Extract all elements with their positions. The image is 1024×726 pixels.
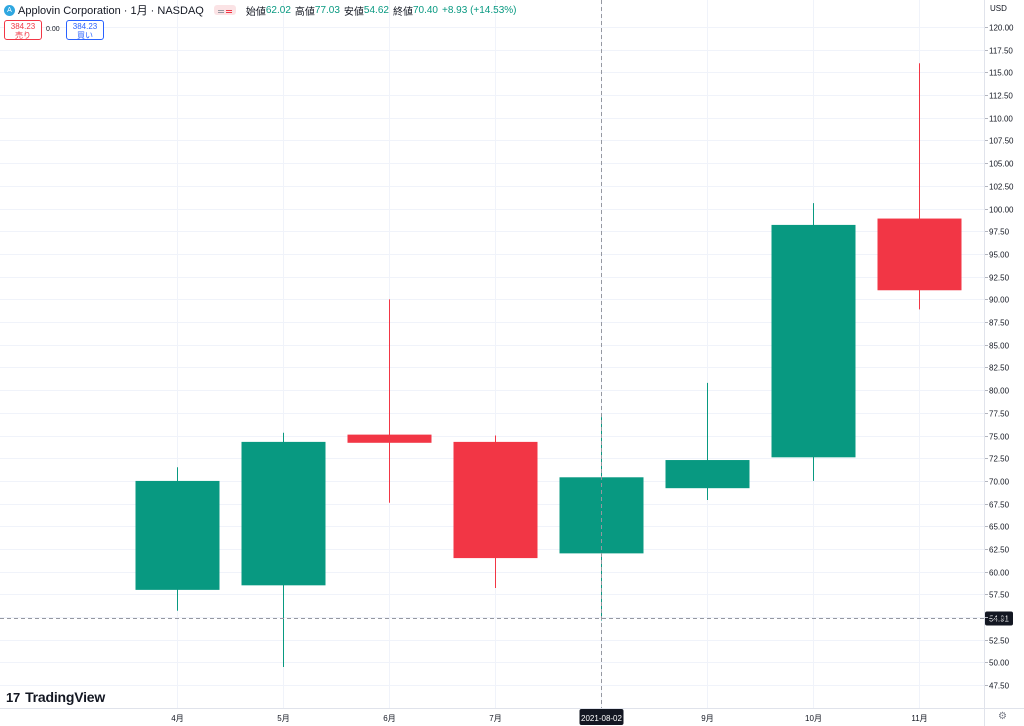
y-tick-label: 50.00 — [989, 659, 1010, 668]
candle — [877, 63, 962, 310]
y-tick-label: 97.50 — [989, 228, 1010, 237]
candle-body — [241, 441, 326, 586]
open-label: 始値 — [245, 6, 266, 18]
candle-body — [771, 224, 856, 458]
y-tick-label: 110.00 — [989, 115, 1013, 124]
crosshair-date-box — [579, 709, 624, 725]
crosshair-price-box — [985, 611, 1013, 626]
buy-label: 買い — [77, 31, 93, 40]
currency-label[interactable]: USD — [990, 4, 1007, 13]
y-tick-label: 55.00 — [989, 614, 1010, 623]
close-label: 終値 — [392, 6, 413, 18]
y-tick-label: 107.50 — [989, 137, 1014, 146]
y-tick-label: 77.50 — [989, 410, 1010, 419]
y-tick-label: 87.50 — [989, 319, 1010, 328]
y-tick-label: 90.00 — [989, 296, 1010, 305]
y-tick-label: 120.00 — [989, 24, 1014, 33]
candle — [665, 382, 750, 500]
y-tick-label: 60.00 — [989, 569, 1010, 578]
crosshair-price-label: 54.91 — [989, 615, 1010, 624]
low-value: 54.62 — [363, 4, 389, 16]
y-tick-label: 47.50 — [989, 682, 1010, 691]
y-tick-label: 67.50 — [989, 501, 1010, 510]
buy-price: 384.23 — [72, 22, 98, 31]
symbol-title[interactable]: Applovin Corporation · 1月 · NASDAQ — [18, 5, 204, 17]
sell-label: 売り — [15, 31, 31, 40]
y-tick-label: 85.00 — [989, 342, 1010, 351]
change-value: +8.93 (+14.53%) — [441, 4, 517, 16]
y-tick-label: 82.50 — [989, 364, 1010, 373]
candle — [135, 467, 220, 611]
x-tick-label: 9月 — [701, 714, 713, 723]
y-tick-label: 112.50 — [989, 92, 1013, 101]
gear-icon[interactable]: ⚙ — [998, 711, 1007, 722]
sell-button[interactable]: 384.23 売り — [4, 20, 42, 40]
tradingview-logo[interactable]: 17 TradingView — [6, 689, 105, 705]
price-axis[interactable]: 47.50 50.00 52.50 55.00 57.50 60.00 62.50 65.00… — [984, 0, 1014, 726]
candle — [771, 203, 856, 481]
y-tick-label: 80.00 — [989, 387, 1010, 396]
candle-body — [347, 434, 432, 443]
y-tick-label: 57.50 — [989, 591, 1010, 600]
candles — [135, 63, 962, 668]
x-tick-label: 10月 — [805, 714, 822, 723]
spread-value: 0.00 — [46, 26, 60, 33]
candle-body — [453, 441, 538, 559]
y-tick-label: 52.50 — [989, 637, 1010, 646]
crosshair-date-label: 2021-08-02 — [581, 714, 622, 723]
y-tick-label: 65.00 — [989, 523, 1010, 532]
legend-toggle-icon[interactable] — [213, 5, 236, 15]
low-label: 安値 — [343, 6, 364, 18]
candle — [347, 299, 432, 503]
y-tick-label: 115.00 — [989, 69, 1013, 78]
y-tick-label: 105.00 — [989, 160, 1014, 169]
candle — [241, 432, 326, 668]
time-axis[interactable]: 4月 5月 6月 7月 9月 10月 11月 — [0, 708, 1024, 724]
y-tick-label: 92.50 — [989, 274, 1010, 283]
x-tick-label: 7月 — [489, 714, 501, 723]
high-value: 77.03 — [314, 4, 340, 16]
candle — [453, 435, 538, 589]
applovin-logo-icon: A — [4, 4, 15, 16]
x-tick-label: 6月 — [383, 714, 395, 723]
y-tick-label: 62.50 — [989, 546, 1010, 555]
candle-body — [877, 218, 962, 291]
candle-body — [665, 460, 750, 489]
y-tick-label: 95.00 — [989, 251, 1010, 260]
y-tick-label: 102.50 — [989, 183, 1014, 192]
y-tick-label: 75.00 — [989, 433, 1010, 442]
buy-button[interactable]: 384.23 買い — [66, 20, 104, 40]
y-tick-label: 100.00 — [989, 206, 1014, 215]
y-tick-label: 70.00 — [989, 478, 1010, 487]
high-label: 高値 — [294, 6, 315, 18]
x-tick-label: 5月 — [277, 714, 289, 723]
brand-name: TradingView — [25, 689, 106, 705]
y-tick-label: 117.50 — [989, 47, 1013, 56]
x-tick-label: 11月 — [911, 714, 927, 723]
tradingview-mark-icon: 17 — [6, 689, 21, 705]
open-value: 62.02 — [265, 4, 291, 16]
sell-price: 384.23 — [10, 22, 36, 31]
symbol-legend: A Applovin Corporation · 1月 · NASDAQ 始値 6… — [4, 3, 517, 18]
x-tick-label: 4月 — [171, 714, 183, 723]
candle-body — [135, 480, 220, 590]
close-value: 70.40 — [412, 4, 438, 16]
y-tick-label: 72.50 — [989, 455, 1010, 464]
